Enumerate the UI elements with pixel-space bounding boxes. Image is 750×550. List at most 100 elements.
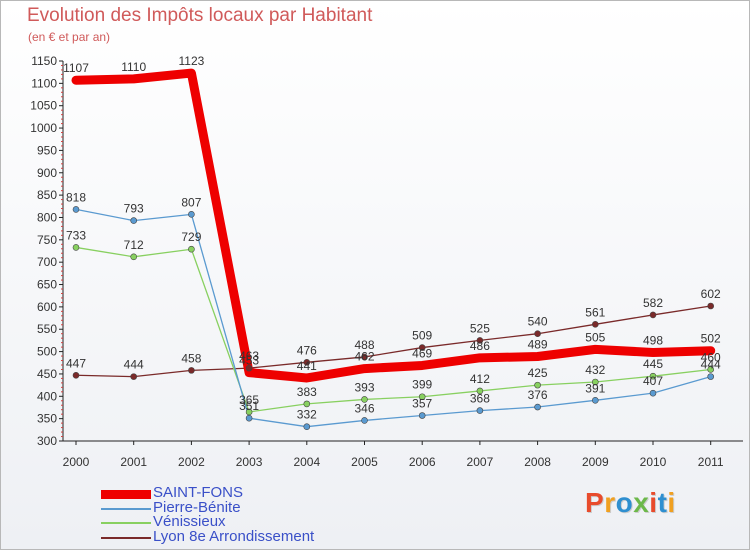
data-point [534,330,541,338]
data-label: 505 [585,330,605,344]
data-label: 733 [66,228,86,242]
data-label: 445 [643,357,663,371]
data-label: 399 [412,378,432,392]
data-point [361,353,368,361]
y-tick-label: 800 [37,210,57,224]
data-label: 368 [470,392,490,406]
data-label: 1110 [121,60,146,74]
legend-swatch [101,507,151,510]
data-point [418,393,426,401]
data-point [649,372,657,380]
legend-swatch [101,522,151,524]
legend-label: SAINT-FONS [153,484,244,501]
data-point [245,364,253,372]
data-label: 729 [181,230,201,244]
y-tick-label: 1050 [30,99,57,113]
data-label: 447 [66,356,86,370]
data-point [130,373,137,380]
data-point [707,366,715,373]
data-label: 412 [470,372,490,386]
legend-label: Vénissieux [153,513,226,530]
x-tick-label: 2003 [236,455,263,469]
data-point [361,396,368,403]
data-point [418,344,426,351]
data-label: 407 [643,374,663,388]
x-tick-label: 2010 [640,455,667,469]
x-tick-label: 2009 [582,455,609,469]
y-tick-label: 600 [37,300,57,314]
data-point [303,400,311,408]
data-label: 462 [354,350,374,364]
data-label: 502 [701,332,721,346]
y-tick-label: 650 [37,278,57,292]
data-label: 425 [528,366,548,380]
data-point [303,423,311,430]
data-point [245,414,253,422]
data-label: 818 [66,190,86,204]
legend-swatch [101,489,151,499]
data-label: 1107 [63,61,89,75]
series-line-pierre-b-nite [75,208,712,428]
y-tick-label: 750 [37,233,57,247]
data-label: 712 [124,238,144,252]
data-point [707,373,715,380]
data-point [72,371,80,379]
data-point [72,206,80,213]
data-point [591,321,599,328]
legend-swatch [101,536,151,539]
data-label: 460 [701,350,721,364]
data-label: 365 [239,393,259,407]
y-tick-label: 450 [37,367,57,381]
y-tick-label: 900 [37,166,57,180]
y-tick-label: 850 [37,188,57,202]
y-tick-label: 350 [37,412,57,426]
x-tick-label: 2002 [178,455,205,469]
data-label: 458 [181,351,201,365]
legend-label: Lyon 8e Arrondissement [153,527,315,545]
x-tick-label: 2006 [409,455,436,469]
y-tick-label: 700 [37,255,57,269]
data-label: 509 [412,329,432,343]
data-point [707,302,715,310]
y-tick-label: 1100 [31,76,57,90]
data-point [361,417,368,424]
data-label: 498 [643,333,663,347]
x-tick-label: 2004 [293,455,320,469]
data-label: 383 [297,385,317,399]
x-tick-label: 2008 [524,455,551,469]
data-point [476,407,484,414]
data-point [303,359,311,366]
data-label: 376 [528,388,548,402]
data-label: 486 [470,339,490,353]
series-line-saint-fons [71,68,716,383]
x-tick-label: 2011 [698,455,724,469]
y-tick-label: 400 [37,389,57,403]
data-point [591,397,599,404]
data-label: 444 [701,358,721,372]
proxiti-logo: Proxiti [585,487,676,518]
data-label: 582 [643,296,663,310]
x-tick-label: 2001 [120,455,147,469]
x-tick-label: 2000 [63,455,90,469]
data-label: 444 [124,358,144,372]
data-label: 432 [585,363,605,377]
y-tick-label: 500 [37,345,57,359]
data-point [591,378,599,386]
data-label: 357 [412,397,432,411]
data-label: 346 [354,401,374,415]
data-label: 476 [297,343,317,357]
chart-subtitle: (en € et par an) [28,30,111,44]
data-point [188,211,195,218]
data-label: 540 [528,315,548,329]
data-label: 525 [470,321,490,335]
data-label: 488 [354,338,374,352]
data-point [130,253,137,261]
x-tick-label: 2007 [467,455,494,469]
data-label: 793 [124,202,144,216]
data-label: 602 [701,287,721,301]
data-point [534,381,541,389]
data-label: 1123 [178,54,204,68]
data-point [649,311,657,319]
